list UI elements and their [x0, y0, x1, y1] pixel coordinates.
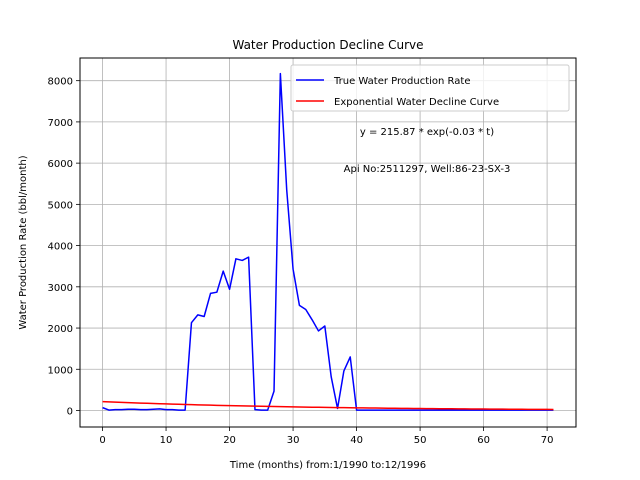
y-tick-label: 7000	[48, 118, 73, 129]
y-axis-label: Water Production Rate (bbl/month)	[18, 155, 29, 329]
y-tick-label: 8000	[48, 77, 73, 88]
x-tick-label: 50	[414, 435, 427, 446]
x-tick-label: 40	[350, 435, 363, 446]
x-tick-label: 30	[287, 435, 300, 446]
x-axis: 0 10 20 30 40 50 60 70	[99, 427, 553, 446]
x-tick-label: 70	[541, 435, 554, 446]
y-tick-label: 4000	[48, 242, 73, 253]
y-tick-label: 1000	[48, 365, 73, 376]
y-axis: 0 1000 2000 3000 4000 5000 6000 7000 8000	[48, 77, 80, 418]
well-info: Api No:2511297, Well:86-23-SX-3	[344, 164, 511, 175]
series-line-true-rate	[102, 72, 554, 411]
y-tick-label: 6000	[48, 159, 73, 170]
series-line-exp-fit	[102, 400, 554, 411]
series-layer	[102, 72, 554, 411]
plot-frame	[79, 57, 577, 428]
x-tick-label: 0	[99, 435, 105, 446]
x-tick-label: 60	[477, 435, 490, 446]
legend-box	[290, 64, 570, 112]
legend-label-exp-fit: Exponential Water Decline Curve	[334, 97, 499, 108]
grid	[80, 58, 576, 427]
legend-label-true-rate: True Water Production Rate	[333, 76, 470, 87]
legend: True Water Production Rate Exponential W…	[290, 64, 570, 112]
y-tick-label: 3000	[48, 283, 73, 294]
chart-title: Water Production Decline Curve	[232, 38, 423, 52]
x-tick-label: 20	[223, 435, 236, 446]
fit-equation: y = 215.87 * exp(-0.03 * t)	[360, 127, 494, 138]
x-tick-label: 10	[160, 435, 173, 446]
x-axis-label: Time (months) from:1/1990 to:12/1996	[229, 460, 426, 471]
y-tick-label: 5000	[48, 200, 73, 211]
y-tick-label: 0	[67, 407, 73, 418]
y-tick-label: 2000	[48, 324, 73, 335]
